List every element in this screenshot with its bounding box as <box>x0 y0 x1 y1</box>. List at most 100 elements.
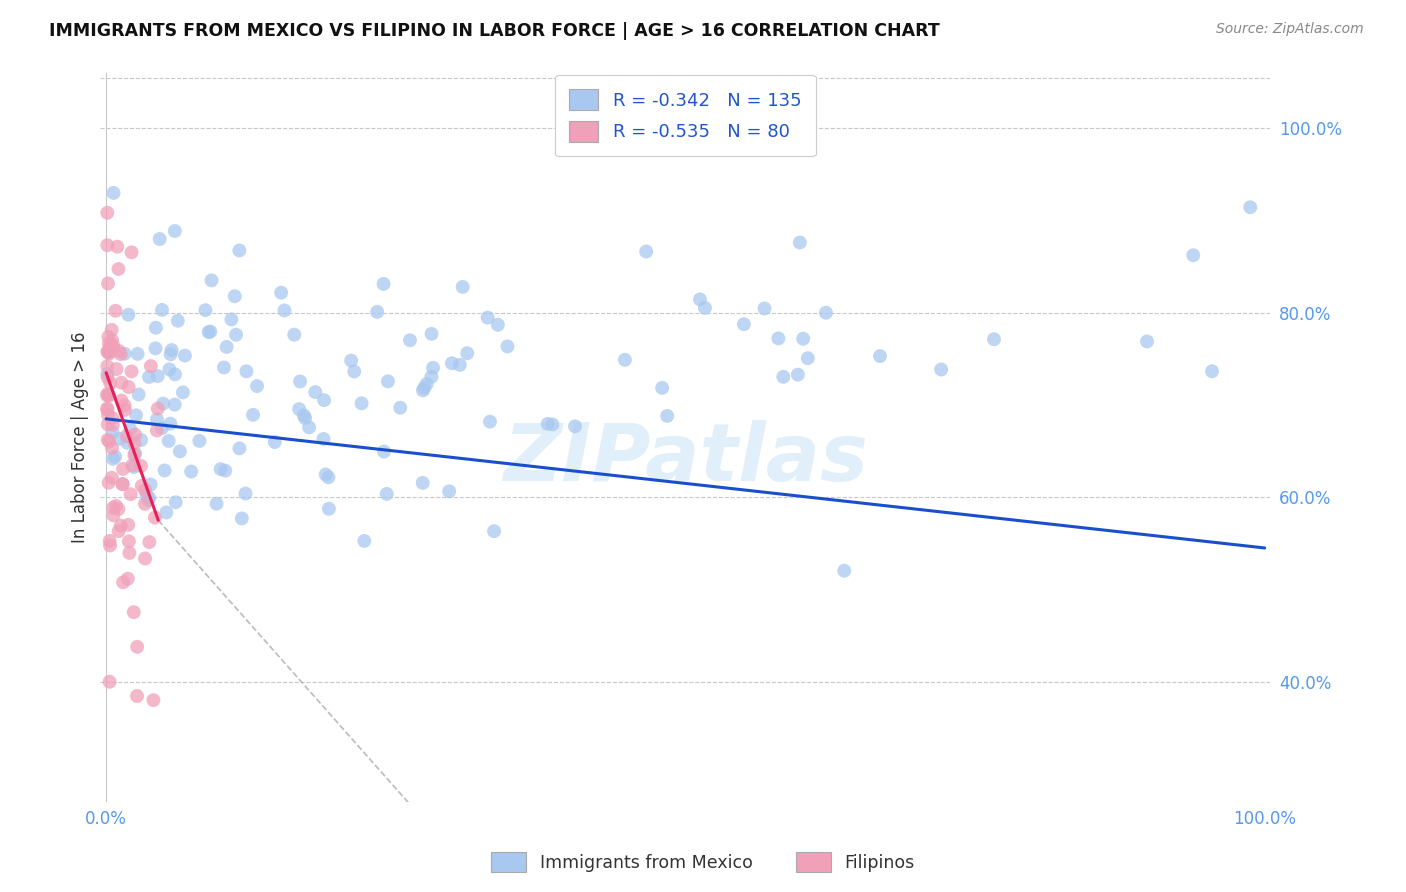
Point <box>375 487 398 501</box>
Point <box>157 362 180 376</box>
Point <box>651 381 673 395</box>
Point <box>114 399 136 413</box>
Point <box>98 674 121 689</box>
Point <box>146 412 169 426</box>
Point <box>110 393 132 408</box>
Point <box>118 380 141 394</box>
Text: ZIPatlas: ZIPatlas <box>503 420 868 498</box>
Point <box>107 502 129 516</box>
Point <box>122 605 145 619</box>
Point <box>496 339 519 353</box>
Point <box>111 477 134 491</box>
Point <box>101 417 124 432</box>
Point <box>420 369 443 384</box>
Point <box>315 467 337 482</box>
Point <box>541 417 564 432</box>
Point <box>478 415 501 429</box>
Point <box>105 240 128 254</box>
Point <box>166 314 188 328</box>
Point <box>118 534 141 549</box>
Point <box>437 484 460 499</box>
Point <box>97 433 120 447</box>
Point <box>96 402 118 417</box>
Point <box>143 510 166 524</box>
Text: Source: ZipAtlas.com: Source: ZipAtlas.com <box>1216 22 1364 37</box>
Point <box>373 277 395 291</box>
Point <box>273 303 295 318</box>
Point <box>613 352 636 367</box>
Point <box>118 546 141 560</box>
Point <box>169 444 191 458</box>
Point <box>814 306 837 320</box>
Point <box>122 460 145 475</box>
Point <box>101 500 124 515</box>
Point <box>377 374 399 388</box>
Point <box>139 359 162 373</box>
Point <box>110 518 132 533</box>
Point <box>636 244 658 259</box>
Point <box>754 301 776 316</box>
Point <box>1239 200 1261 214</box>
Point <box>149 232 172 246</box>
Point <box>1182 248 1205 262</box>
Point <box>145 342 167 356</box>
Point <box>96 359 118 374</box>
Point <box>205 497 228 511</box>
Point <box>733 317 755 331</box>
Point <box>869 349 891 363</box>
Point <box>160 343 183 357</box>
Point <box>159 347 181 361</box>
Point <box>124 448 146 462</box>
Point <box>112 462 135 476</box>
Point <box>150 302 173 317</box>
Point <box>115 429 138 443</box>
Point <box>165 495 187 509</box>
Point <box>772 369 794 384</box>
Point <box>1201 364 1223 378</box>
Point <box>97 330 120 344</box>
Point <box>125 689 148 703</box>
Point <box>482 524 505 538</box>
Point <box>129 458 152 473</box>
Point <box>98 434 121 449</box>
Point <box>412 475 434 490</box>
Point <box>200 273 222 287</box>
Point <box>120 422 142 436</box>
Point <box>97 408 120 422</box>
Point <box>312 393 335 408</box>
Point <box>157 434 180 448</box>
Point <box>142 693 165 707</box>
Point <box>97 370 120 384</box>
Point <box>105 362 128 376</box>
Point <box>110 347 132 361</box>
Point <box>270 285 292 300</box>
Point <box>477 310 499 325</box>
Point <box>121 458 143 473</box>
Point <box>221 312 243 326</box>
Point <box>108 432 131 446</box>
Point <box>215 340 238 354</box>
Point <box>124 427 146 442</box>
Point <box>107 524 129 538</box>
Point <box>174 349 197 363</box>
Point <box>235 486 257 500</box>
Point <box>399 333 422 347</box>
Point <box>797 351 820 366</box>
Point <box>96 388 118 402</box>
Point <box>792 332 814 346</box>
Y-axis label: In Labor Force | Age > 16: In Labor Force | Age > 16 <box>72 332 89 543</box>
Point <box>124 436 146 450</box>
Point <box>110 376 132 390</box>
Point <box>98 346 121 360</box>
Point <box>96 401 118 416</box>
Point <box>121 245 143 260</box>
Point <box>486 318 509 332</box>
Point <box>768 331 790 345</box>
Point <box>127 347 149 361</box>
Point <box>350 396 373 410</box>
Point <box>101 441 124 455</box>
Point <box>114 402 136 417</box>
Point <box>537 417 560 431</box>
Point <box>96 206 118 220</box>
Point <box>242 408 264 422</box>
